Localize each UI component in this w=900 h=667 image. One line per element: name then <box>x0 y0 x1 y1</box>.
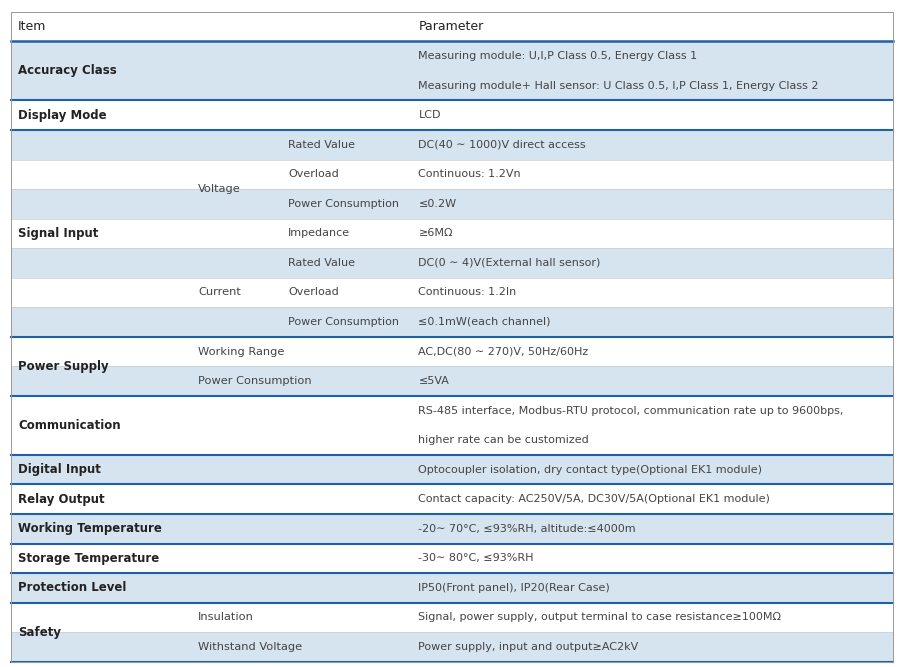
Text: Digital Input: Digital Input <box>18 463 101 476</box>
Bar <box>11 396 893 455</box>
Text: Measuring module: U,I,P Class 0.5, Energy Class 1: Measuring module: U,I,P Class 0.5, Energ… <box>418 51 698 61</box>
Text: Rated Value: Rated Value <box>288 140 355 149</box>
Text: Communication: Communication <box>18 419 121 432</box>
Text: LCD: LCD <box>418 110 441 120</box>
Text: Relay Output: Relay Output <box>18 493 104 506</box>
Text: DC(40 ∼ 1000)V direct access: DC(40 ∼ 1000)V direct access <box>418 140 586 149</box>
Text: DC(0 ∼ 4)V(External hall sensor): DC(0 ∼ 4)V(External hall sensor) <box>418 258 601 268</box>
Bar <box>11 277 893 307</box>
Text: Signal Input: Signal Input <box>18 227 98 240</box>
Text: Storage Temperature: Storage Temperature <box>18 552 159 565</box>
Bar <box>11 544 893 573</box>
Bar <box>11 514 893 544</box>
Text: Parameter: Parameter <box>418 20 484 33</box>
Text: Withstand Voltage: Withstand Voltage <box>198 642 302 652</box>
Bar <box>11 41 893 101</box>
Bar <box>11 248 893 277</box>
Text: Optocoupler isolation, dry contact type(Optional EK1 module): Optocoupler isolation, dry contact type(… <box>418 465 762 475</box>
Bar <box>11 632 893 662</box>
Text: Power Supply: Power Supply <box>18 360 109 373</box>
Bar <box>11 101 893 130</box>
Text: ≤5VA: ≤5VA <box>418 376 449 386</box>
Bar <box>11 484 893 514</box>
Bar <box>11 307 893 337</box>
Text: Rated Value: Rated Value <box>288 258 355 268</box>
Text: Power supply, input and output≥AC2kV: Power supply, input and output≥AC2kV <box>418 642 639 652</box>
Bar <box>11 573 893 602</box>
Text: AC,DC(80 ∼ 270)V, 50Hz/60Hz: AC,DC(80 ∼ 270)V, 50Hz/60Hz <box>418 347 589 356</box>
Text: Item: Item <box>18 20 47 33</box>
Text: -30∼ 80°C, ≤93%RH: -30∼ 80°C, ≤93%RH <box>418 554 534 563</box>
Text: RS-485 interface, Modbus-RTU protocol, communication rate up to 9600bps,: RS-485 interface, Modbus-RTU protocol, c… <box>418 406 844 416</box>
Bar <box>11 12 893 41</box>
Text: IP50(Front panel), IP20(Rear Case): IP50(Front panel), IP20(Rear Case) <box>418 583 610 593</box>
Text: Impedance: Impedance <box>288 228 350 238</box>
Bar <box>11 130 893 159</box>
Text: Overload: Overload <box>288 287 338 297</box>
Text: Accuracy Class: Accuracy Class <box>18 65 117 77</box>
Text: Display Mode: Display Mode <box>18 109 106 121</box>
Text: Current: Current <box>198 287 241 297</box>
Text: ≤0.1mW(each channel): ≤0.1mW(each channel) <box>418 317 551 327</box>
Text: Contact capacity: AC250V/5A, DC30V/5A(Optional EK1 module): Contact capacity: AC250V/5A, DC30V/5A(Op… <box>418 494 770 504</box>
Text: Working Temperature: Working Temperature <box>18 522 162 535</box>
Bar <box>11 602 893 632</box>
Bar <box>11 455 893 484</box>
Text: Measuring module+ Hall sensor: U Class 0.5, I,P Class 1, Energy Class 2: Measuring module+ Hall sensor: U Class 0… <box>418 81 819 91</box>
Text: Voltage: Voltage <box>198 184 241 194</box>
Text: Signal, power supply, output terminal to case resistance≥100MΩ: Signal, power supply, output terminal to… <box>418 612 781 622</box>
Bar <box>11 189 893 219</box>
Bar <box>11 337 893 366</box>
Text: ≤0.2W: ≤0.2W <box>418 199 456 209</box>
Text: Overload: Overload <box>288 169 338 179</box>
Bar <box>11 159 893 189</box>
Text: Power Consumption: Power Consumption <box>288 317 399 327</box>
Bar <box>11 219 893 248</box>
Text: Protection Level: Protection Level <box>18 582 126 594</box>
Text: Power Consumption: Power Consumption <box>288 199 399 209</box>
Bar <box>11 366 893 396</box>
Text: Safety: Safety <box>18 626 61 638</box>
Text: Working Range: Working Range <box>198 347 284 356</box>
Text: -20∼ 70°C, ≤93%RH, altitude:≤4000m: -20∼ 70°C, ≤93%RH, altitude:≤4000m <box>418 524 636 534</box>
Text: Continuous: 1.2Vn: Continuous: 1.2Vn <box>418 169 521 179</box>
Text: Continuous: 1.2In: Continuous: 1.2In <box>418 287 517 297</box>
Text: Power Consumption: Power Consumption <box>198 376 311 386</box>
Text: ≥6MΩ: ≥6MΩ <box>418 228 453 238</box>
Text: higher rate can be customized: higher rate can be customized <box>418 435 590 445</box>
Text: Insulation: Insulation <box>198 612 254 622</box>
